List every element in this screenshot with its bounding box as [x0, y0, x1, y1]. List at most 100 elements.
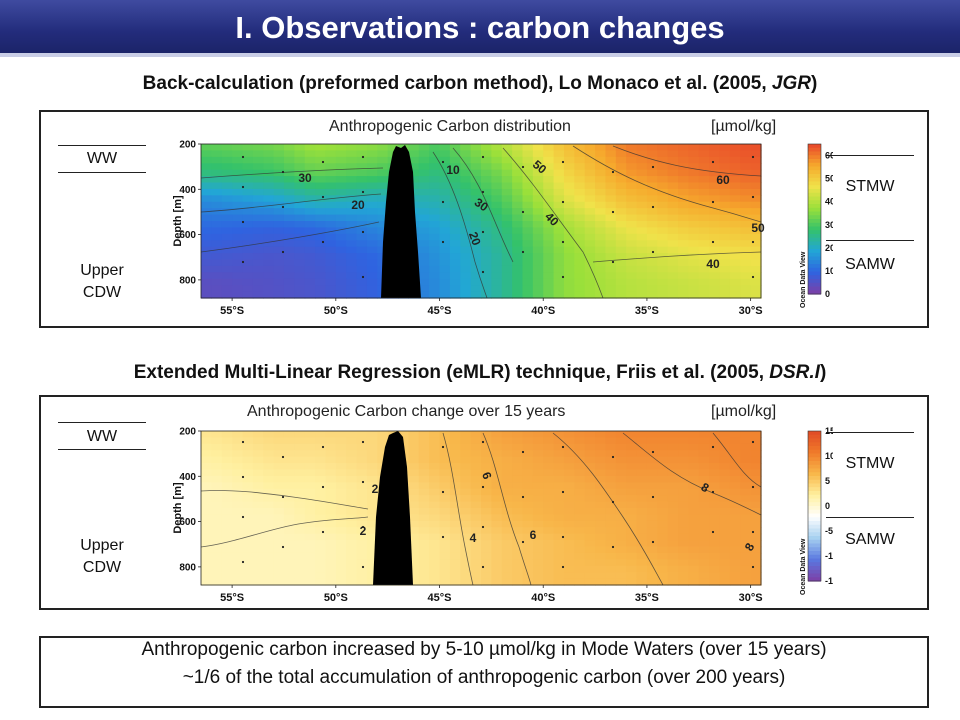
- heatmap-cell: [273, 163, 285, 171]
- heatmap-cell: [491, 520, 503, 528]
- heatmap-cell: [211, 291, 223, 299]
- heatmap-cell: [335, 227, 347, 235]
- heatmap-cell: [646, 482, 658, 490]
- heatmap-cell: [646, 156, 658, 164]
- heatmap-cell: [325, 221, 337, 229]
- heatmap-cell: [729, 552, 741, 560]
- colorbar-segment: [808, 554, 821, 560]
- heatmap-cell: [740, 265, 752, 273]
- heatmap-cell: [232, 527, 244, 535]
- heatmap-cell: [667, 221, 679, 229]
- heatmap-cell: [221, 501, 233, 509]
- heatmap-cell: [688, 559, 700, 567]
- colorbar-segment: [808, 494, 821, 500]
- heatmap-cell: [698, 291, 710, 299]
- heatmap-cell: [294, 559, 306, 567]
- heatmap-cell: [304, 520, 316, 528]
- heatmap-cell: [346, 265, 358, 273]
- heatmap-cell: [574, 469, 586, 477]
- heatmap-cell: [532, 572, 544, 580]
- heatmap-cell: [667, 285, 679, 293]
- heatmap-cell: [636, 552, 648, 560]
- heatmap-cell: [719, 475, 731, 483]
- heatmap-cell: [356, 495, 368, 503]
- heatmap-cell: [615, 150, 627, 158]
- heatmap-cell: [366, 520, 378, 528]
- heatmap-cell: [429, 495, 441, 503]
- heatmap-cell: [719, 253, 731, 261]
- colorbar-segment: [808, 245, 821, 250]
- heatmap-cell: [273, 469, 285, 477]
- heatmap-cell: [563, 540, 575, 548]
- heatmap-cell: [449, 469, 461, 477]
- sample-point: [561, 275, 565, 279]
- heatmap-cell: [263, 150, 275, 158]
- heatmap-cell: [750, 552, 762, 560]
- heatmap-cell: [263, 156, 275, 164]
- heatmap-cell: [460, 208, 472, 216]
- heatmap-cell: [688, 475, 700, 483]
- heatmap-cell: [335, 278, 347, 286]
- heatmap-cell: [563, 253, 575, 261]
- heatmap-cell: [335, 431, 347, 439]
- heatmap-cell: [636, 188, 648, 196]
- heatmap-cell: [512, 443, 524, 451]
- heatmap-cell: [688, 508, 700, 516]
- heatmap-cell: [429, 201, 441, 209]
- heatmap-cell: [283, 495, 295, 503]
- heatmap-cell: [563, 559, 575, 567]
- contour-line: [592, 251, 762, 263]
- heatmap-cell: [449, 501, 461, 509]
- chart-caption: Anthropogenic Carbon distribution: [329, 118, 571, 135]
- heatmap-cell: [667, 469, 679, 477]
- heatmap-cell: [273, 291, 285, 299]
- heatmap-cell: [532, 163, 544, 171]
- heatmap-cell: [335, 259, 347, 267]
- heatmap-cell: [501, 520, 513, 528]
- heatmap-cell: [553, 253, 565, 261]
- heatmap-cell: [501, 450, 513, 458]
- heatmap-cell: [595, 482, 607, 490]
- heatmap-cell: [584, 514, 596, 522]
- heatmap-cell: [366, 456, 378, 464]
- heatmap-cell: [263, 578, 275, 586]
- heatmap-cell: [304, 221, 316, 229]
- heatmap-cell: [688, 450, 700, 458]
- heatmap-cell: [439, 572, 451, 580]
- heatmap-cell: [574, 150, 586, 158]
- heatmap-cell: [460, 285, 472, 293]
- heatmap-cell: [325, 572, 337, 580]
- heatmap-cell: [667, 565, 679, 573]
- heatmap-cell: [366, 431, 378, 439]
- heatmap-cell: [377, 144, 389, 152]
- heatmap-cell: [636, 527, 648, 535]
- heatmap-cell: [201, 195, 212, 203]
- heatmap-cell: [252, 233, 264, 241]
- heatmap-cell: [294, 253, 306, 261]
- heatmap-cell: [252, 533, 264, 541]
- heatmap-cell: [636, 285, 648, 293]
- heatmap-cell: [709, 456, 721, 464]
- heatmap-cell: [315, 546, 327, 554]
- heatmap-cell: [657, 214, 669, 222]
- contour-line: [200, 516, 369, 548]
- heatmap-cell: [553, 527, 565, 535]
- heatmap-cell: [667, 482, 679, 490]
- heatmap-cell: [232, 578, 244, 586]
- heatmap-cell: [605, 272, 617, 280]
- colorbar-tick-label: 20: [825, 243, 833, 253]
- heatmap-cell: [211, 463, 223, 471]
- heatmap-cell: [201, 475, 212, 483]
- heatmap-cell: [315, 514, 327, 522]
- heatmap-cell: [678, 463, 690, 471]
- heatmap-cell: [283, 578, 295, 586]
- heatmap-cell: [615, 546, 627, 554]
- heatmap-cell: [584, 272, 596, 280]
- heatmap-cell: [273, 201, 285, 209]
- heatmap-cell: [304, 463, 316, 471]
- heatmap-cell: [470, 272, 482, 280]
- heatmap-cell: [315, 150, 327, 158]
- heatmap-cell: [584, 278, 596, 286]
- heatmap-cell: [460, 182, 472, 190]
- heatmap-cell: [325, 272, 337, 280]
